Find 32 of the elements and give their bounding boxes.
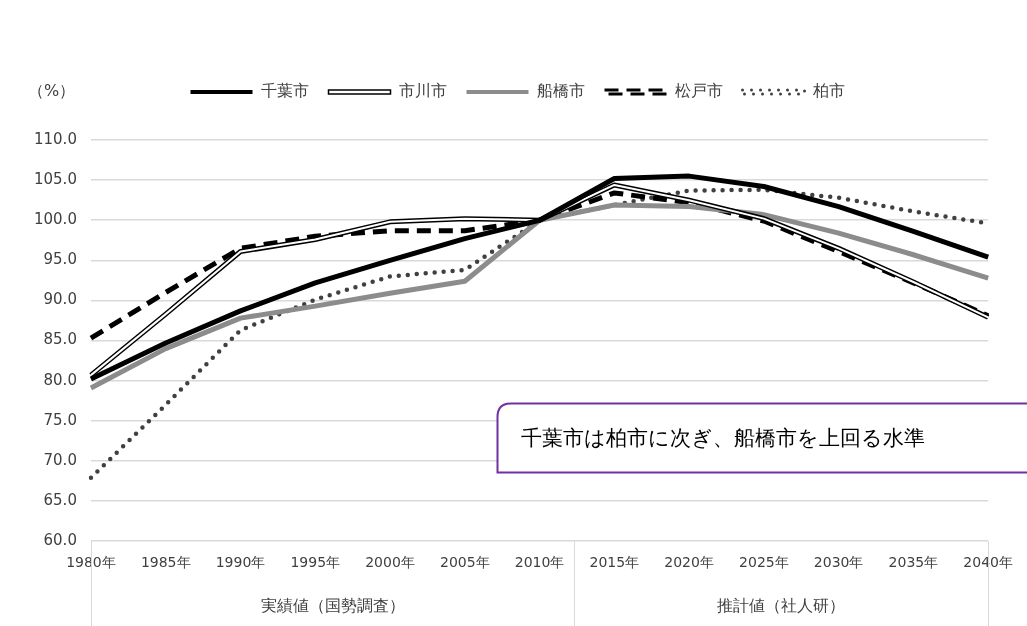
legend-label: 松戸市 bbox=[674, 81, 723, 101]
text: 推計値（社人研） bbox=[717, 596, 846, 616]
legend-label: 柏市 bbox=[811, 81, 845, 101]
x-tick-label: 2030年 bbox=[813, 554, 864, 571]
y-tick-label: 70.0 bbox=[43, 450, 77, 469]
y-tick-label: 100.0 bbox=[33, 210, 77, 229]
x-tick-label: 2040年 bbox=[963, 554, 1014, 571]
text: 実績値（国勢調査） bbox=[260, 596, 405, 616]
y-tick-label: 105.0 bbox=[33, 170, 77, 189]
x-tick-label: 2010年 bbox=[514, 554, 565, 571]
y-axis-title: （%） bbox=[28, 81, 76, 101]
y-tick-label: 90.0 bbox=[43, 290, 77, 309]
x-tick-label: 1980年 bbox=[66, 554, 116, 571]
x-tick-label: 2000年 bbox=[365, 554, 415, 571]
x-tick-label: 1995年 bbox=[290, 554, 341, 571]
x-tick-label: 2015年 bbox=[589, 554, 640, 571]
x-tick-label: 2005年 bbox=[439, 554, 490, 571]
y-tick-label: 60.0 bbox=[43, 531, 77, 550]
y-tick-label: 110.0 bbox=[33, 129, 77, 148]
y-tick-label: 85.0 bbox=[43, 330, 77, 349]
legend-label: 千葉市 bbox=[260, 81, 309, 101]
legend-label: 市川市 bbox=[398, 81, 447, 101]
y-tick-label: 80.0 bbox=[43, 370, 77, 389]
x-tick-label: 2020年 bbox=[664, 554, 714, 571]
legend-label: 船橋市 bbox=[536, 81, 585, 101]
y-tick-label: 75.0 bbox=[43, 410, 77, 429]
x-tick-label: 2035年 bbox=[888, 554, 939, 571]
y-tick-label: 95.0 bbox=[43, 250, 77, 269]
x-tick-label: 2025年 bbox=[739, 554, 789, 571]
y-tick-label: 65.0 bbox=[43, 490, 77, 509]
x-tick-label: 1990年 bbox=[215, 554, 266, 571]
x-tick-label: 1985年 bbox=[140, 554, 191, 571]
